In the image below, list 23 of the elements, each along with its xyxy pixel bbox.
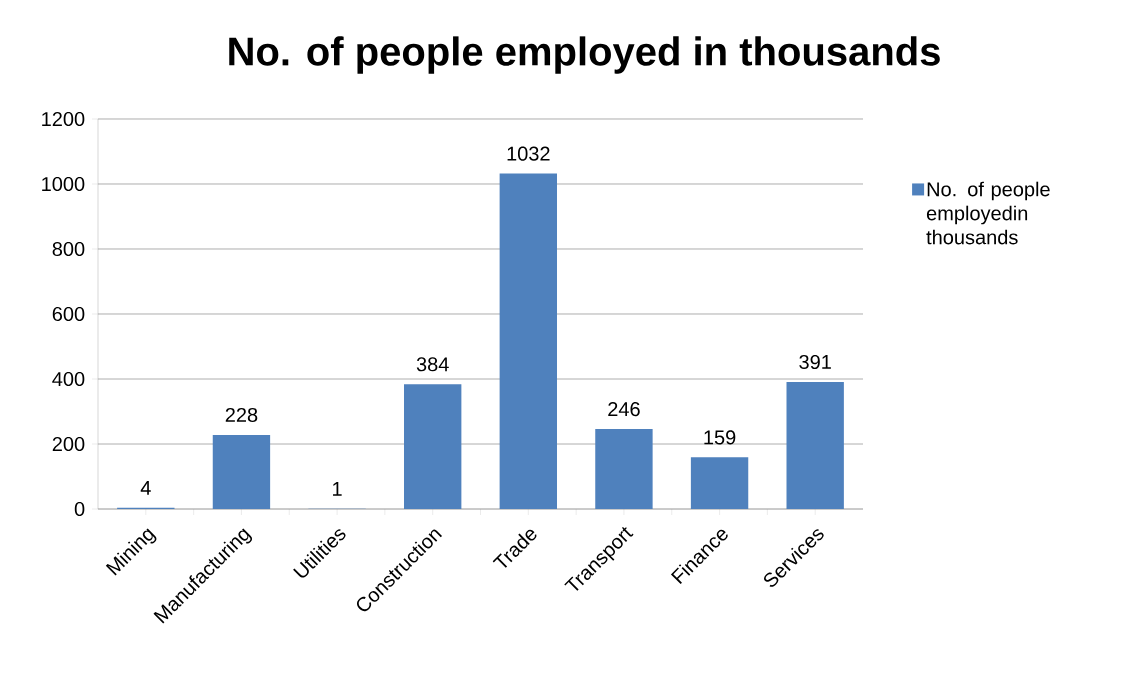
chart-title: No. of people employed in thousands [229, 36, 940, 74]
bar [404, 384, 462, 509]
data-label: 1032 [507, 146, 550, 161]
data-label: 159 [704, 430, 736, 445]
data-label: 246 [608, 402, 640, 417]
y-tick-label: 400 [52, 371, 85, 387]
legend-label: No. of people employedin thousands [926, 181, 1050, 245]
data-label: 384 [416, 357, 449, 372]
data-label: 228 [225, 407, 258, 423]
bar [212, 434, 271, 509]
bar [786, 381, 844, 509]
data-label: 4 [140, 481, 151, 495]
y-tick-label: 0 [74, 501, 85, 517]
bar [595, 429, 653, 509]
y-tick-label: 1000 [42, 176, 85, 192]
y-tick-label: 800 [52, 241, 85, 257]
bar [499, 173, 558, 509]
y-tick-label: 1200 [42, 111, 85, 127]
y-tick-label: 600 [52, 306, 85, 322]
bar [690, 457, 749, 509]
data-label: 1 [333, 482, 342, 496]
data-label: 391 [799, 354, 831, 370]
y-tick-label: 200 [52, 436, 85, 452]
